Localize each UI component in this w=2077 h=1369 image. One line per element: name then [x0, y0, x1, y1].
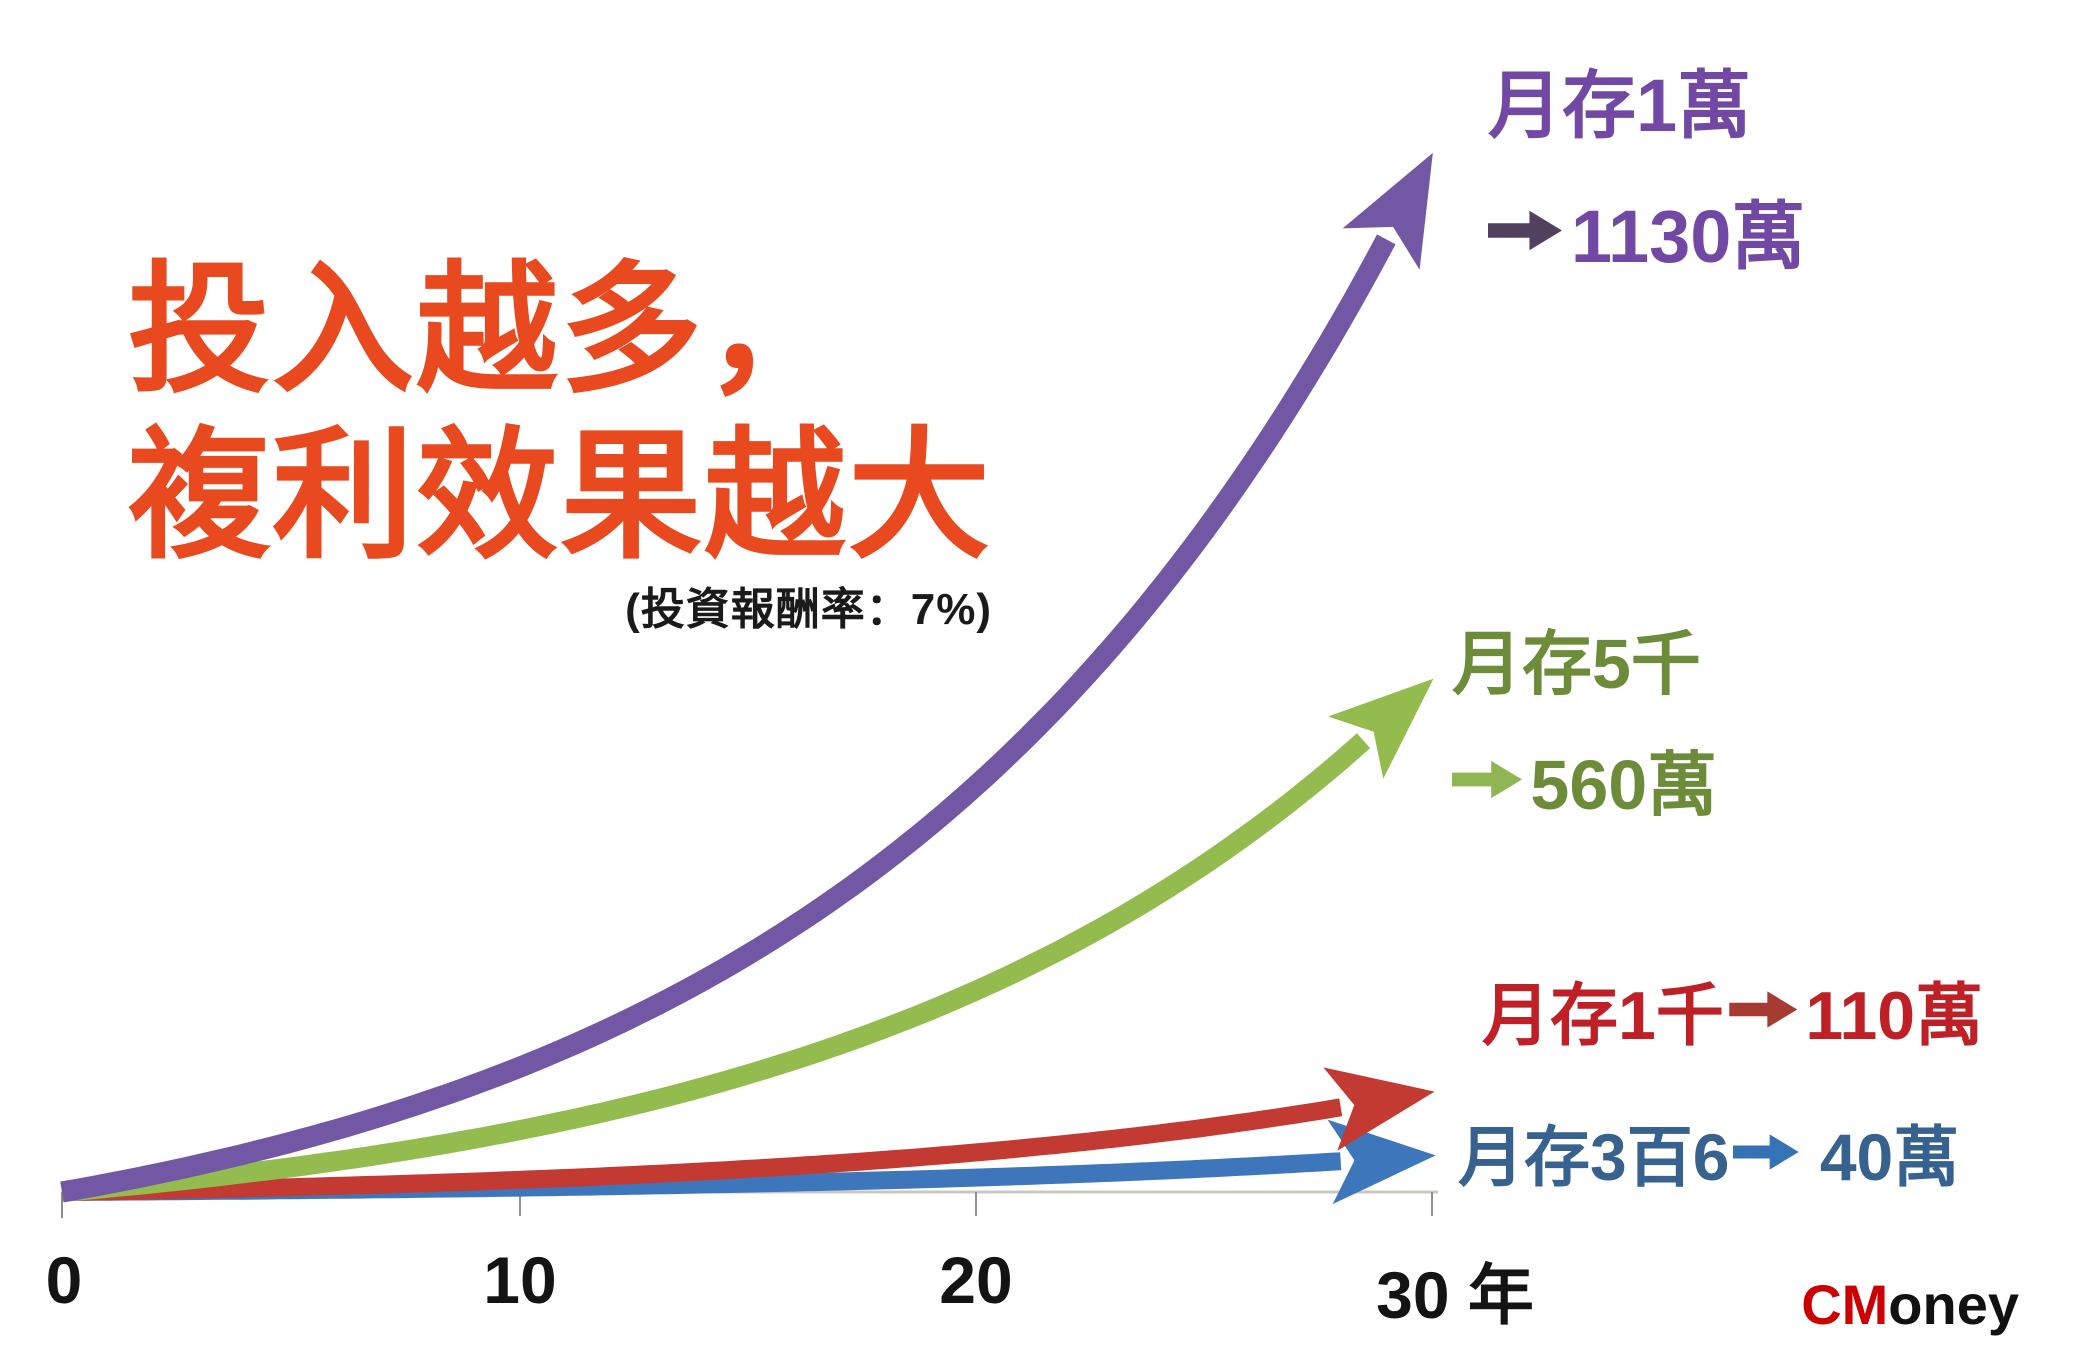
annotation-series-2-value: 560萬: [1452, 729, 1717, 830]
cmoney-logo-oney: oney: [1888, 1273, 2019, 1336]
chart-title: 投入越多， 複利效果越大 (投資報酬率：7%): [128, 248, 992, 636]
annotation-series-2: 月存5千 560萬: [1452, 608, 1717, 830]
annotation-series-1: 月存1萬 1130萬: [1488, 46, 1805, 284]
x-tick-label-30: 30 年: [1376, 1258, 1534, 1332]
annotation-series-3: 月存1千 110萬: [1482, 960, 1983, 1059]
arrow-right-icon: [1452, 760, 1522, 799]
arrow-right-icon: [1732, 1134, 1799, 1170]
series-3-value-text: 110萬: [1805, 978, 1984, 1054]
chart-subtitle: (投資報酬率：7%): [625, 585, 992, 635]
series-3-name-text: 月存1千: [1482, 978, 1724, 1054]
series-4-name-text: 月存3百6: [1458, 1120, 1730, 1194]
annotation-series-4: 月存3百6 40萬: [1458, 1104, 1959, 1200]
chart-title-line2: 複利效果越大: [128, 417, 992, 577]
series-2-value-text: 560萬: [1530, 746, 1718, 824]
x-tick-label-10: 10: [483, 1243, 557, 1317]
annotation-series-2-name: 月存5千: [1452, 608, 1717, 709]
cmoney-logo-cm: CM: [1801, 1273, 1889, 1336]
arrow-right-icon: [1488, 210, 1562, 251]
cmoney-logo: CMoney: [1801, 1272, 2019, 1337]
annotation-series-1-name: 月存1萬: [1488, 46, 1805, 153]
series-2-name-text: 月存5千: [1452, 625, 1701, 703]
curve-series-3: [61, 1067, 1435, 1201]
series-1-value-text: 1130萬: [1570, 195, 1806, 278]
arrow-right-icon: [1729, 991, 1798, 1028]
annotation-series-1-value: 1130萬: [1488, 177, 1805, 284]
curve-series-2: [61, 678, 1434, 1202]
series-4-value-text: 40萬: [1819, 1120, 1960, 1194]
x-tick-label-0: 0: [45, 1243, 83, 1317]
chart-title-line1: 投入越多，: [128, 251, 848, 410]
x-tick-label-20: 20: [939, 1243, 1013, 1317]
series-1-name-text: 月存1萬: [1488, 64, 1752, 147]
annotation-series-3-text: 月存1千 110萬: [1482, 960, 1983, 1059]
curve-series-1: [60, 152, 1433, 1203]
annotation-series-4-text: 月存3百6 40萬: [1458, 1104, 1959, 1200]
